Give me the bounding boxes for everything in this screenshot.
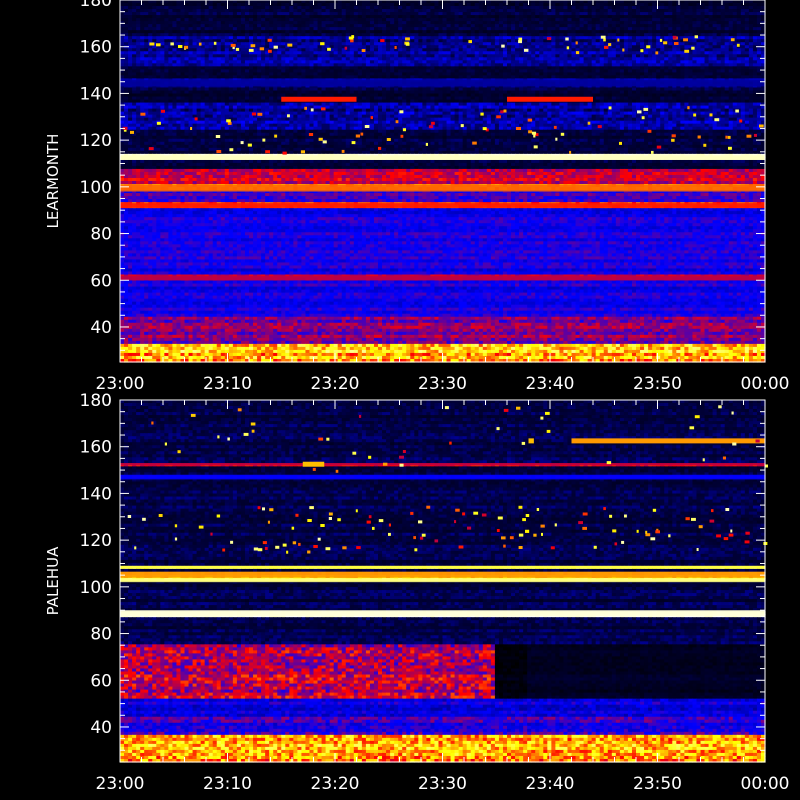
heatmap-cells bbox=[120, 0, 766, 363]
